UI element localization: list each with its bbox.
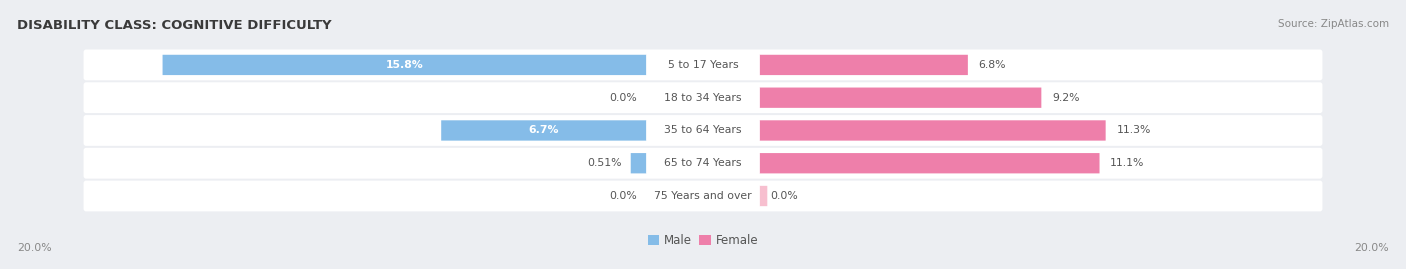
Legend: Male, Female: Male, Female — [648, 234, 758, 247]
FancyBboxPatch shape — [647, 120, 759, 141]
Text: 0.0%: 0.0% — [770, 191, 799, 201]
FancyBboxPatch shape — [759, 120, 1105, 141]
FancyBboxPatch shape — [163, 55, 647, 75]
Text: 20.0%: 20.0% — [17, 243, 52, 253]
FancyBboxPatch shape — [631, 153, 647, 174]
Text: 11.1%: 11.1% — [1111, 158, 1144, 168]
Text: Source: ZipAtlas.com: Source: ZipAtlas.com — [1278, 19, 1389, 29]
FancyBboxPatch shape — [759, 55, 967, 75]
Text: DISABILITY CLASS: COGNITIVE DIFFICULTY: DISABILITY CLASS: COGNITIVE DIFFICULTY — [17, 19, 332, 32]
FancyBboxPatch shape — [441, 120, 647, 141]
FancyBboxPatch shape — [759, 153, 1099, 174]
FancyBboxPatch shape — [83, 49, 1323, 80]
Text: 75 Years and over: 75 Years and over — [654, 191, 752, 201]
FancyBboxPatch shape — [759, 186, 768, 206]
Text: 35 to 64 Years: 35 to 64 Years — [664, 125, 742, 136]
Text: 5 to 17 Years: 5 to 17 Years — [668, 60, 738, 70]
FancyBboxPatch shape — [647, 87, 759, 108]
FancyBboxPatch shape — [647, 186, 759, 206]
FancyBboxPatch shape — [647, 55, 759, 75]
Text: 0.0%: 0.0% — [609, 191, 637, 201]
Text: 20.0%: 20.0% — [1354, 243, 1389, 253]
FancyBboxPatch shape — [83, 115, 1323, 146]
FancyBboxPatch shape — [759, 87, 1042, 108]
Text: 0.0%: 0.0% — [609, 93, 637, 103]
FancyBboxPatch shape — [83, 180, 1323, 211]
Text: 6.8%: 6.8% — [979, 60, 1007, 70]
Text: 18 to 34 Years: 18 to 34 Years — [664, 93, 742, 103]
FancyBboxPatch shape — [83, 148, 1323, 179]
Text: 6.7%: 6.7% — [529, 125, 560, 136]
Text: 15.8%: 15.8% — [385, 60, 423, 70]
Text: 65 to 74 Years: 65 to 74 Years — [664, 158, 742, 168]
Text: 11.3%: 11.3% — [1116, 125, 1150, 136]
FancyBboxPatch shape — [647, 153, 759, 174]
FancyBboxPatch shape — [83, 82, 1323, 113]
Text: 9.2%: 9.2% — [1052, 93, 1080, 103]
Text: 0.51%: 0.51% — [588, 158, 621, 168]
